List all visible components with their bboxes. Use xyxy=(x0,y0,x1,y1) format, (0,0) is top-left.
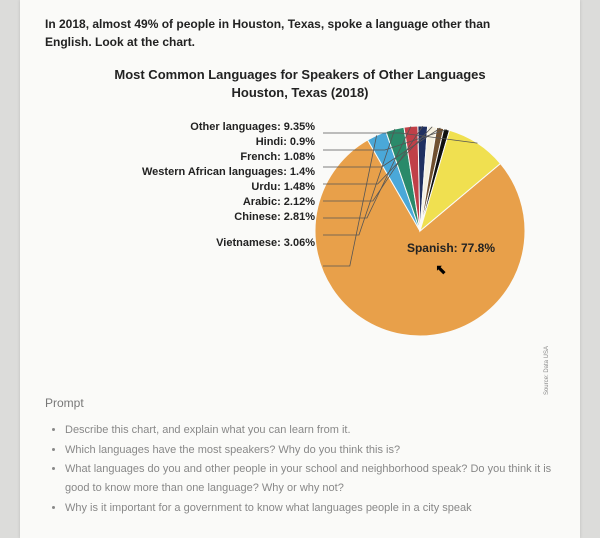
slice-label: French: 1.08% xyxy=(45,151,325,163)
document-page: In 2018, almost 49% of people in Houston… xyxy=(20,0,580,538)
prompt-section: Prompt Describe this chart, and explain … xyxy=(45,396,555,517)
chart-title: Most Common Languages for Speakers of Ot… xyxy=(45,66,555,102)
slice-label: Other languages: 9.35% xyxy=(45,121,325,133)
slice-label: Vietnamese: 3.06% xyxy=(45,237,325,249)
chart-title-line-2: Houston, Texas (2018) xyxy=(231,85,368,100)
intro-line-1: In 2018, almost 49% of people in Houston… xyxy=(45,17,490,31)
slice-label: Urdu: 1.48% xyxy=(45,181,325,193)
prompt-item: Describe this chart, and explain what yo… xyxy=(65,421,555,440)
slice-label: Arabic: 2.12% xyxy=(45,196,325,208)
intro-line-2: English. Look at the chart. xyxy=(45,35,195,49)
pie-chart xyxy=(305,121,535,346)
prompt-list: Describe this chart, and explain what yo… xyxy=(45,421,555,517)
slice-label: Hindi: 0.9% xyxy=(45,136,325,148)
source-text: Source: Data USA xyxy=(544,346,550,395)
prompt-item: What languages do you and other people i… xyxy=(65,460,555,497)
spanish-label: Spanish: 77.8% xyxy=(407,241,495,255)
prompt-heading: Prompt xyxy=(45,396,555,410)
slice-labels: Other languages: 9.35% Hindi: 0.9% French:… xyxy=(45,121,325,252)
chart-title-line-1: Most Common Languages for Speakers of Ot… xyxy=(114,67,485,82)
slice-label: Western African languages: 1.4% xyxy=(45,166,325,178)
slice-label: Chinese: 2.81% xyxy=(45,211,325,223)
chart-area: Most Common Languages for Speakers of Ot… xyxy=(45,66,555,366)
prompt-item: Which languages have the most speakers? … xyxy=(65,441,555,460)
prompt-item: Why is it important for a government to … xyxy=(65,499,555,518)
intro-text: In 2018, almost 49% of people in Houston… xyxy=(45,15,555,51)
